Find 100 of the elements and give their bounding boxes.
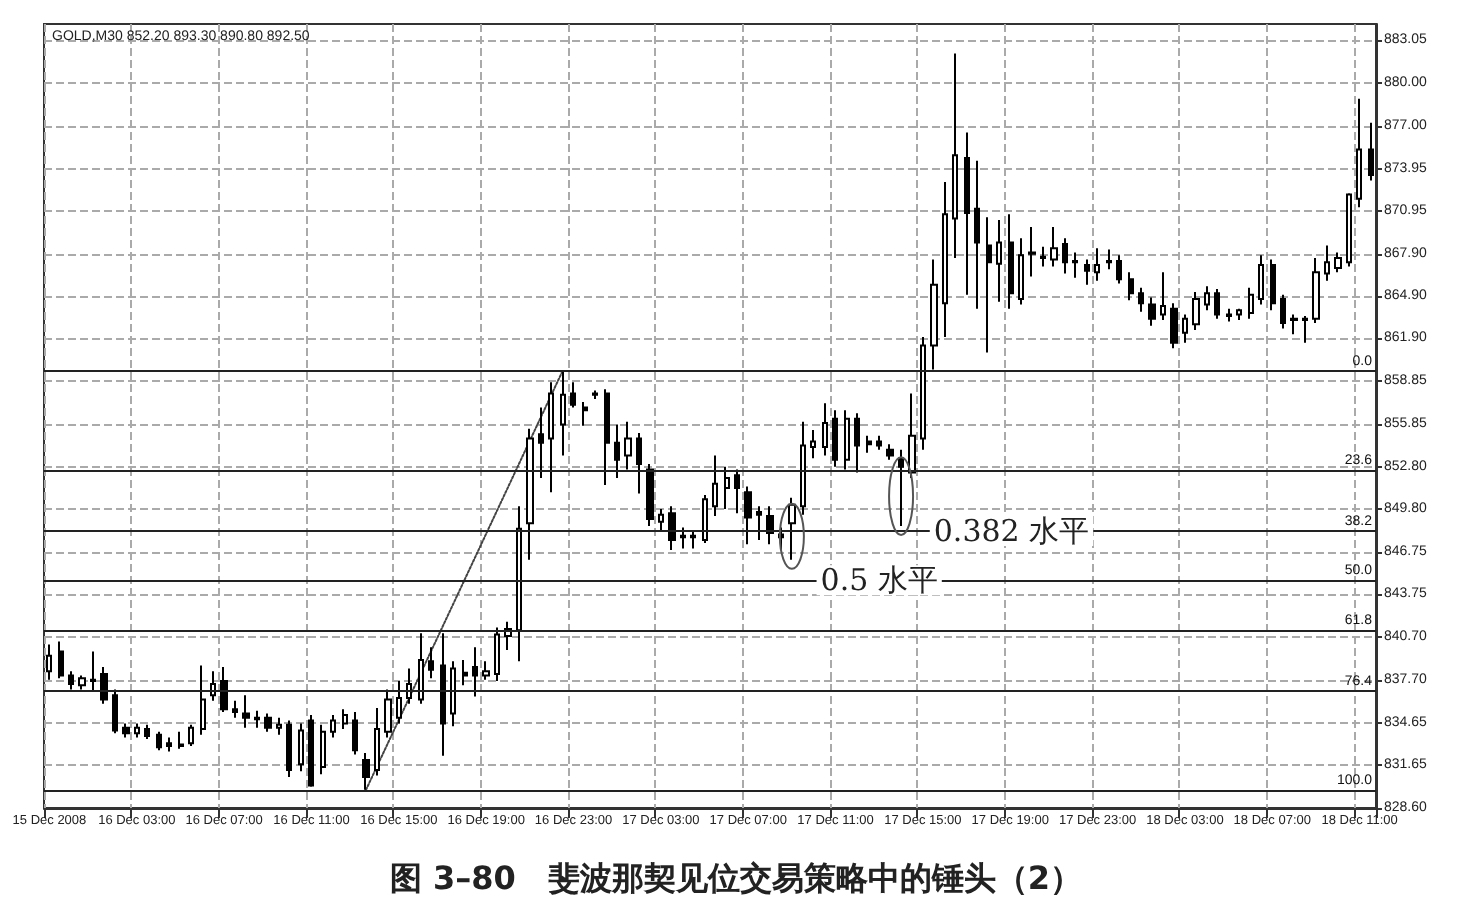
candlestick bbox=[1226, 307, 1232, 323]
candlestick bbox=[1160, 271, 1166, 322]
candlestick bbox=[308, 713, 314, 788]
candlestick bbox=[1170, 302, 1178, 350]
candlestick bbox=[1128, 271, 1134, 302]
candlestick bbox=[1346, 192, 1352, 268]
candlestick bbox=[624, 420, 632, 471]
candlestick bbox=[548, 381, 554, 494]
candlestick bbox=[854, 412, 860, 474]
candlestick bbox=[494, 626, 500, 683]
candlestick bbox=[876, 434, 882, 451]
candlestick bbox=[636, 431, 642, 495]
candlestick bbox=[276, 716, 282, 736]
candlestick bbox=[1094, 247, 1100, 282]
candlestick bbox=[1008, 213, 1014, 310]
candlestick bbox=[68, 670, 74, 691]
candlestick bbox=[844, 409, 850, 471]
candlestick bbox=[658, 508, 664, 533]
candlestick bbox=[46, 643, 52, 681]
candlestick bbox=[220, 665, 228, 714]
candlestick bbox=[822, 402, 828, 457]
candlestick bbox=[1040, 245, 1046, 268]
candlestick bbox=[298, 722, 304, 773]
candlestick bbox=[1334, 251, 1342, 274]
candlestick bbox=[1072, 251, 1078, 279]
candlestick bbox=[930, 258, 938, 371]
candlestick bbox=[1356, 97, 1362, 209]
candlestick bbox=[538, 406, 544, 480]
candlestick bbox=[320, 723, 326, 776]
candlestick bbox=[112, 688, 118, 735]
candlestick bbox=[362, 752, 370, 791]
candlestick bbox=[604, 388, 610, 487]
candlestick bbox=[690, 529, 696, 550]
candlestick bbox=[964, 131, 970, 296]
candlestick bbox=[144, 723, 150, 740]
candlestick bbox=[724, 465, 730, 511]
candlestick bbox=[232, 699, 238, 719]
candlestick bbox=[1106, 248, 1112, 271]
candlestick bbox=[516, 505, 522, 663]
candlestick bbox=[1204, 285, 1210, 312]
candlestick bbox=[58, 640, 64, 680]
candlestick bbox=[1248, 286, 1254, 320]
candlestick bbox=[330, 713, 336, 739]
candlestick bbox=[1290, 313, 1298, 336]
candlestick bbox=[1148, 296, 1156, 327]
candlestick bbox=[702, 493, 708, 544]
candlestick bbox=[866, 434, 872, 454]
candlestick bbox=[264, 712, 272, 733]
candlestick bbox=[1258, 254, 1264, 306]
candlestick bbox=[384, 688, 392, 739]
candlestick bbox=[766, 505, 774, 546]
candlestick bbox=[974, 159, 980, 310]
candlestick bbox=[1302, 314, 1308, 344]
candlestick bbox=[418, 632, 424, 705]
candlestick bbox=[582, 400, 588, 427]
candlestick bbox=[342, 708, 348, 731]
candlestick bbox=[1116, 254, 1122, 285]
candlestick bbox=[200, 664, 206, 736]
candlestick bbox=[482, 660, 490, 681]
text: 图 3–80 斐波那契见位交易策略中的锤头（2） bbox=[389, 859, 1083, 897]
candlestick bbox=[668, 505, 676, 551]
candlestick bbox=[996, 219, 1002, 303]
candlestick bbox=[242, 694, 250, 729]
candlestick bbox=[156, 730, 162, 752]
candlestick bbox=[188, 723, 194, 747]
candlestick bbox=[756, 505, 762, 542]
candlestick bbox=[712, 454, 718, 518]
candlestick bbox=[526, 427, 534, 561]
candlestick bbox=[100, 665, 108, 705]
candlestick bbox=[1270, 258, 1276, 312]
candlestick bbox=[286, 719, 292, 778]
annotation: 0.5 水平 bbox=[820, 562, 938, 599]
candlestick bbox=[734, 468, 740, 515]
candlestick bbox=[1062, 237, 1068, 275]
candlestick bbox=[166, 736, 172, 753]
candlestick bbox=[1018, 237, 1024, 306]
candlestick bbox=[680, 526, 686, 550]
candlestick bbox=[254, 709, 260, 729]
candlestick bbox=[374, 706, 380, 777]
candlestick bbox=[942, 180, 948, 339]
candlestick bbox=[1280, 293, 1286, 330]
candlestick bbox=[134, 722, 140, 739]
candlestick bbox=[986, 216, 992, 354]
candlestick bbox=[592, 389, 598, 401]
candlestick bbox=[952, 52, 958, 260]
candlestick bbox=[886, 443, 894, 461]
candlestick bbox=[1324, 244, 1330, 282]
candlestick bbox=[396, 680, 402, 725]
candlestick bbox=[1028, 226, 1036, 278]
candlestick bbox=[920, 336, 926, 451]
candlestick bbox=[744, 485, 752, 546]
candlestick bbox=[908, 392, 916, 480]
annotation: 0.382 水平 bbox=[933, 512, 1090, 549]
candlestick bbox=[352, 711, 358, 756]
candlestick bbox=[810, 429, 816, 460]
candlestick bbox=[1192, 290, 1200, 331]
candlestick bbox=[1368, 121, 1374, 182]
candlestick bbox=[1084, 258, 1090, 286]
candlestick bbox=[614, 423, 620, 480]
candlestick bbox=[832, 409, 838, 468]
